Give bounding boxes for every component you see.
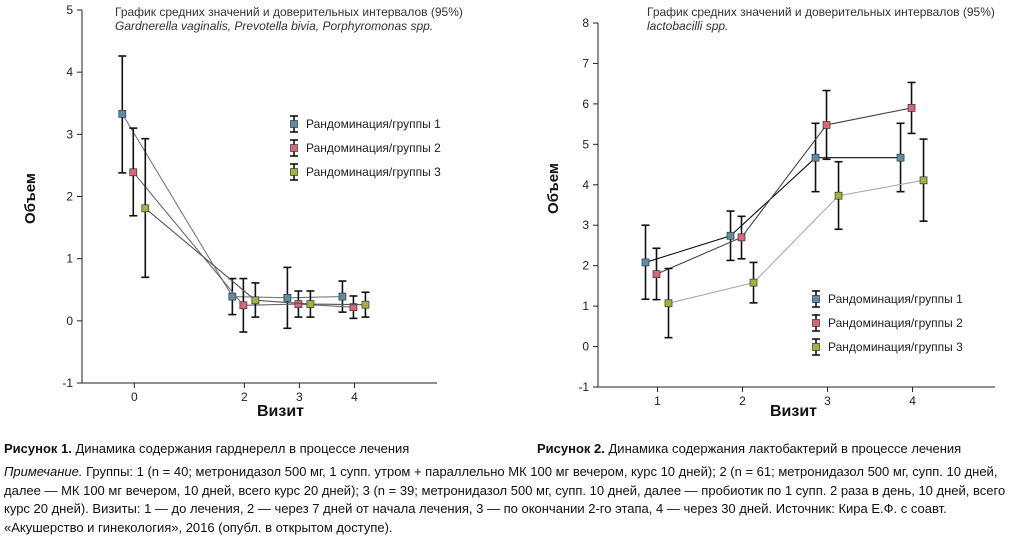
series-1-point [118, 109, 127, 118]
legend-label-3: Рандоминация/группы 3 [306, 165, 441, 179]
series-2-line [656, 107, 912, 275]
legend-swatch-3 [290, 168, 298, 176]
figure1-label: Рисунок 1. [4, 441, 72, 456]
series-1-point [726, 231, 735, 240]
legend-label-2: Рандоминация/группы 2 [306, 141, 441, 155]
series-1-point [338, 292, 347, 301]
chart1-title: График средних значений и доверительных … [115, 5, 463, 33]
series-3-point [251, 296, 260, 305]
series-3-point [749, 278, 758, 287]
series-2-point [239, 301, 248, 310]
chart2-x-axis-label: Визит [770, 403, 818, 420]
y-tick-label: 7 [582, 56, 589, 70]
figure1-caption: Рисунок 1. Динамика содержания гарднерел… [4, 441, 409, 456]
y-tick-label: 5 [66, 3, 73, 17]
series-2-point [349, 303, 358, 312]
series-3-line [144, 207, 366, 306]
figure2-caption: Рисунок 2. Динамика содержания лактобакт… [537, 441, 961, 456]
series-3-point [306, 300, 315, 308]
chart1-x-axis-label: Визит [257, 403, 305, 420]
legend-label-1: Рандоминация/группы 1 [306, 117, 441, 131]
series-3-line [668, 179, 924, 304]
legend-swatch-1 [290, 120, 298, 128]
series-3-point [664, 299, 673, 308]
figure2-label: Рисунок 2. [537, 441, 605, 456]
x-tick-label: 2 [739, 394, 746, 408]
legend-label-1: Рандоминация/группы 1 [828, 292, 963, 306]
y-tick-label: 0 [66, 314, 73, 328]
chart2-plot: -1 0 1 2 3 4 5 6 7 8 1 2 3 4 Рандоминация/группы 1 Ранд… [578, 16, 995, 408]
x-tick-label: 4 [351, 390, 358, 404]
series-1-line [121, 113, 343, 299]
y-tick-label: 8 [582, 16, 589, 30]
legend-label-2: Рандоминация/группы 2 [828, 316, 963, 330]
y-tick-label: -1 [62, 376, 73, 390]
series-2-point [737, 233, 746, 242]
footnote: Примечание. Группы: 1 (n = 40; метронида… [4, 463, 1018, 537]
series-2-point [907, 104, 916, 112]
legend-label-3: Рандоминация/группы 3 [828, 340, 963, 354]
y-tick-label: -1 [578, 380, 589, 394]
y-tick-label: 6 [582, 97, 589, 111]
footnote-text: Группы: 1 (n = 40; метронидазол 500 мг, … [4, 464, 1006, 535]
chart-gardnerella: График средних значений и доверительных … [0, 0, 520, 432]
legend-swatch-3 [812, 343, 820, 351]
series-1-point [896, 153, 905, 162]
x-tick-label: 1 [654, 394, 661, 408]
legend-swatch-2 [290, 144, 298, 152]
y-tick-label: 0 [582, 340, 589, 354]
y-tick-label: 2 [66, 190, 73, 204]
series-3-point [919, 176, 928, 185]
y-tick-label: 3 [66, 127, 73, 141]
series-2-point [822, 121, 831, 129]
series-3-point [834, 191, 843, 200]
series-2-point [294, 300, 303, 308]
series-1-line [645, 157, 901, 263]
y-tick-label: 4 [582, 178, 589, 192]
chart1-plot: -1 0 1 2 3 4 5 0 2 3 4 Рандоминация/группы 1 Рандоми… [62, 3, 441, 404]
series-1-point [641, 258, 650, 267]
x-tick-label: 3 [296, 390, 303, 404]
figure1-text: Динамика содержания гарднерелл в процесс… [71, 441, 410, 456]
legend-swatch-2 [812, 319, 820, 327]
series-2-point [652, 270, 661, 279]
y-tick-label: 5 [582, 137, 589, 151]
series-3-point [361, 300, 370, 309]
series-1-point [283, 293, 292, 302]
figure2-text: Динамика содержания лактобактерий в проц… [604, 441, 962, 456]
x-tick-label: 0 [131, 390, 138, 404]
x-tick-label: 3 [824, 394, 831, 408]
y-tick-label: 1 [582, 299, 589, 313]
series-2-line [132, 171, 354, 308]
chart2-title: График средних значений и доверительных … [647, 5, 995, 33]
series-1-point [811, 153, 820, 162]
y-tick-label: 3 [582, 218, 589, 232]
footnote-label: Примечание. [4, 464, 83, 479]
x-tick-label: 4 [909, 394, 916, 408]
x-tick-label: 2 [241, 390, 248, 404]
y-tick-label: 1 [66, 252, 73, 266]
series-2-point [129, 168, 138, 177]
chart-lactobacilli: График средних значений и доверительных … [520, 0, 1024, 432]
y-tick-label: 2 [582, 259, 589, 273]
legend-swatch-1 [812, 295, 820, 303]
y-tick-label: 4 [66, 65, 73, 79]
series-3-point [141, 204, 150, 213]
